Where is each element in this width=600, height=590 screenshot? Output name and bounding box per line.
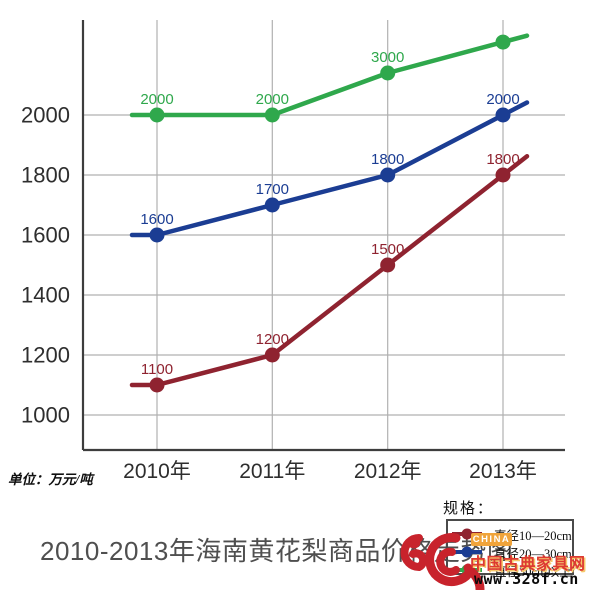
y-tick-label: 1200 [21, 343, 70, 368]
data-point [380, 257, 396, 273]
x-axis-label: 2013年 [469, 460, 537, 483]
china-badge: CHINA [471, 533, 512, 546]
data-point [264, 347, 280, 363]
data-point-label: 1800 [486, 151, 519, 168]
legend-heading: 规格： [443, 501, 495, 517]
data-point-label: 2000 [256, 91, 289, 108]
watermark: CHINA 中国古典家具网 www.328f.cn [390, 524, 600, 590]
site-logo-icon [400, 533, 485, 590]
legend-item-label: 直径10—20cm [494, 528, 572, 543]
site-url: www.328f.cn [474, 570, 579, 588]
series-line [129, 100, 530, 238]
data-point-label: 1800 [371, 151, 404, 168]
y-tick-label: 1400 [21, 283, 70, 308]
data-point-label: 1700 [256, 181, 289, 198]
legend: 直径10—20cm 直径20—30cm 直径30cm以上 [446, 519, 574, 579]
legend-item: 直径10—20cm [448, 527, 572, 543]
y-tick-label: 1600 [21, 223, 70, 248]
data-point [149, 227, 165, 243]
data-point-label: 1200 [256, 331, 289, 348]
line-chart: 1000 1200 1400 1600 1800 2000 2010年 2011年 2012年 2… [21, 20, 565, 483]
legend-marker-dot [461, 528, 473, 540]
data-point [495, 34, 511, 50]
data-point [380, 167, 396, 183]
data-point-label: 2000 [486, 91, 519, 108]
data-point [149, 377, 165, 393]
legend-marker-dot [461, 546, 473, 558]
data-point [264, 197, 280, 213]
x-axis-label: 2010年 [123, 460, 191, 483]
data-point [149, 107, 165, 123]
legend-marker-line [452, 546, 482, 558]
data-point [380, 65, 396, 81]
series-line [129, 33, 530, 118]
data-point [495, 107, 511, 123]
data-point-label: 1500 [371, 241, 404, 258]
axis-unit-label: 单位：万元/吨 [8, 472, 93, 487]
y-tick-label: 1000 [21, 403, 70, 428]
legend-item: 直径20—30cm [448, 545, 572, 561]
x-axis-label: 2012年 [354, 460, 422, 483]
data-point [264, 107, 280, 123]
ruyi-cloud-swirl [400, 533, 485, 590]
y-tick-label: 1800 [21, 163, 70, 188]
legend-item-label: 直径30cm以上 [494, 564, 572, 579]
site-name: 中国古典家具网 [470, 556, 586, 573]
legend-marker-line [452, 528, 482, 540]
data-point-label: 1600 [140, 211, 173, 228]
data-point-label: 2000 [140, 91, 173, 108]
legend-item-label: 直径20—30cm [494, 546, 572, 561]
data-point-label: 1100 [141, 361, 173, 378]
data-point-label: 3000 [371, 49, 404, 66]
data-point [495, 167, 511, 183]
x-axis-label: 2011年 [239, 460, 305, 483]
y-tick-label: 2000 [21, 103, 70, 128]
